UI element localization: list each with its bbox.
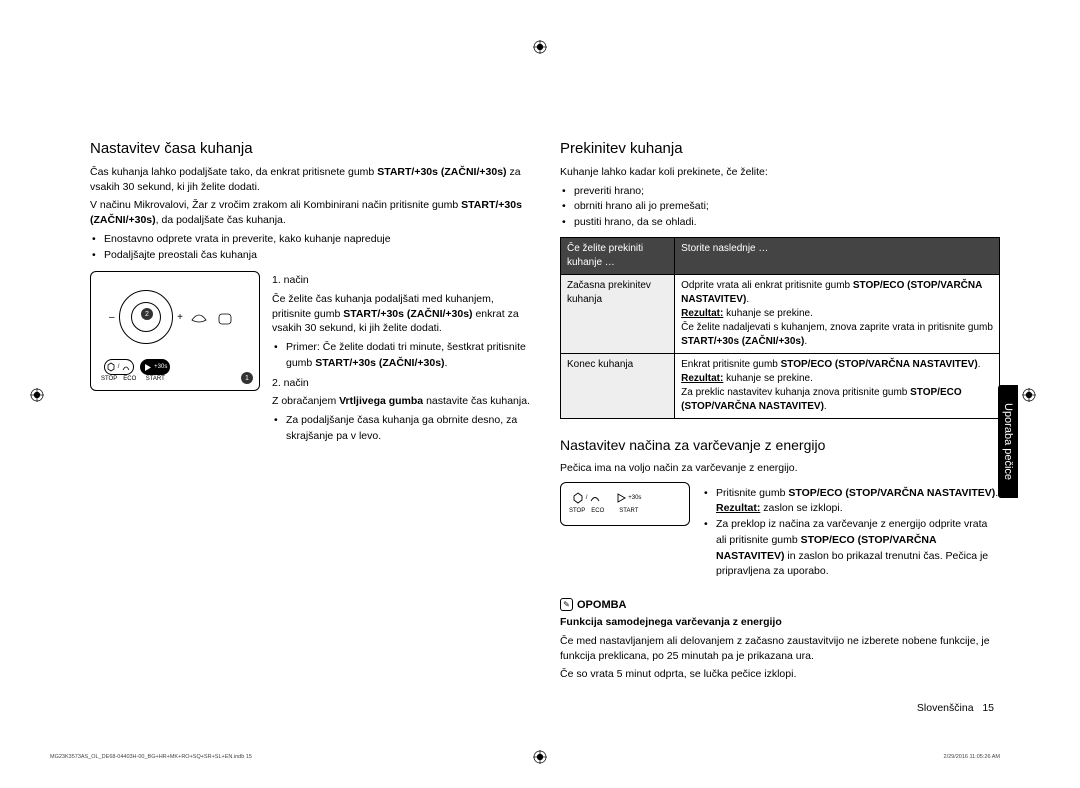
reg-mark-left [30, 388, 44, 402]
play-icon [143, 363, 152, 372]
reg-mark-top [533, 40, 547, 54]
energy-intro: Pečica ima na voljo način za varčevanje … [560, 461, 1000, 476]
row-2-head: Konec kuhanja [561, 353, 675, 418]
leaf-icon [189, 308, 209, 328]
stop-eco-group: / STOP ECO [569, 489, 604, 514]
bullet-list: Enostavno odprete vrata in preverite, ka… [90, 232, 530, 264]
method-1-example: Primer: Če želite dodati tri minute, šes… [272, 340, 530, 372]
panel-icons [189, 308, 235, 328]
method-2-head: 2. način [272, 376, 530, 391]
page-content: Nastavitev časa kuhanja Čas kuhanja lahk… [90, 140, 1000, 686]
note-label: OPOMBA [577, 599, 627, 611]
eco-label: ECO [123, 376, 136, 382]
method-split: – + 2 / [90, 271, 530, 448]
note-header: ✎ OPOMBA [560, 598, 1000, 611]
print-footer-left: MG23K3573AS_OL_DE68-04403H-00_BG+HR+MK+R… [50, 754, 252, 760]
energy-step-2: Za preklop iz načina za varčevanje z ene… [702, 517, 1000, 580]
note-p2: Če so vrata 5 minut odprta, se lučka peč… [560, 667, 1000, 682]
stop-icon [106, 362, 116, 372]
heading-stop: Prekinitev kuhanja [560, 140, 1000, 157]
reg-mark-bottom [533, 750, 547, 764]
method-1-body: Če želite čas kuhanja podaljšati med kuh… [272, 292, 530, 336]
note-p1: Če med nastavljanjem ali delovanjem z za… [560, 634, 1000, 663]
bullet-item: Enostavno odprete vrata in preverite, ka… [90, 232, 530, 248]
plus30-label: +30s [154, 364, 167, 370]
stop-eco-group: / STOP ECO [101, 359, 136, 382]
para-1: Čas kuhanja lahko podaljšate tako, da en… [90, 165, 530, 194]
stop-icon [572, 492, 584, 504]
method-2-tip: Za podaljšanje časa kuhanja ga obrnite d… [272, 413, 530, 445]
start-label: START [146, 376, 165, 382]
eco-icon [589, 492, 601, 504]
row-1-head: Začasna prekinitev kuhanja [561, 274, 675, 353]
energy-row: / STOP ECO +30s [560, 482, 1000, 585]
side-tab: Uporaba pečice [998, 385, 1018, 498]
left-column: Nastavitev časa kuhanja Čas kuhanja lahk… [90, 140, 530, 686]
illustration-box: – + 2 / [90, 271, 260, 448]
method-1-head: 1. način [272, 273, 530, 288]
minus-icon: – [109, 312, 115, 323]
bullet-item: Podaljšajte preostali čas kuhanja [90, 248, 530, 264]
energy-illustration: / STOP ECO +30s [560, 482, 690, 585]
para-2: V načinu Mikrovalovi, Žar z vročim zrako… [90, 198, 530, 227]
note-subhead: Funkcija samodejnega varčevanja z energi… [560, 615, 1000, 630]
print-footer-right: 2/29/2016 11:05:26 AM [944, 754, 1000, 760]
start-group: +30s START [140, 359, 170, 382]
right-column: Prekinitev kuhanja Kuhanje lahko kadar k… [560, 140, 1000, 686]
hand-icon [215, 308, 235, 328]
heading-set-time: Nastavitev časa kuhanja [90, 140, 530, 157]
stop-label: STOP [101, 376, 117, 382]
stop-table: Če želite prekiniti kuhanje … Storite na… [560, 237, 1000, 419]
row-2-body: Enkrat pritisnite gumb STOP/ECO (STOP/VA… [675, 353, 1000, 418]
eco-icon [121, 362, 131, 372]
th-2: Storite naslednje … [675, 237, 1000, 274]
play-icon [616, 493, 626, 503]
row-1-body: Odprite vrata ali enkrat pritisnite gumb… [675, 274, 1000, 353]
stop-reasons: preveriti hrano; obrniti hrano ali jo pr… [560, 184, 1000, 231]
stop-intro: Kuhanje lahko kadar koli prekinete, če ž… [560, 165, 1000, 180]
start-group: +30s START [614, 489, 643, 514]
energy-step-1: Pritisnite gumb STOP/ECO (STOP/VARČNA NA… [702, 486, 1000, 518]
method-text: 1. način Če želite čas kuhanja podaljšat… [272, 271, 530, 448]
note-icon: ✎ [560, 598, 573, 611]
callout-1: 1 [241, 372, 253, 384]
control-illustration: – + 2 / [90, 271, 260, 391]
page-footer: Slovenščina 15 [917, 702, 994, 714]
th-1: Če želite prekiniti kuhanje … [561, 237, 675, 274]
energy-text: Pritisnite gumb STOP/ECO (STOP/VARČNA NA… [702, 482, 1000, 585]
heading-energy: Nastavitev načina za varčevanje z energi… [560, 437, 1000, 453]
reg-mark-right [1022, 388, 1036, 402]
button-row: / STOP ECO +30s [101, 359, 170, 382]
method-2-body: Z obračanjem Vrtljivega gumba nastavite … [272, 394, 530, 409]
plus-icon: + [177, 312, 183, 323]
